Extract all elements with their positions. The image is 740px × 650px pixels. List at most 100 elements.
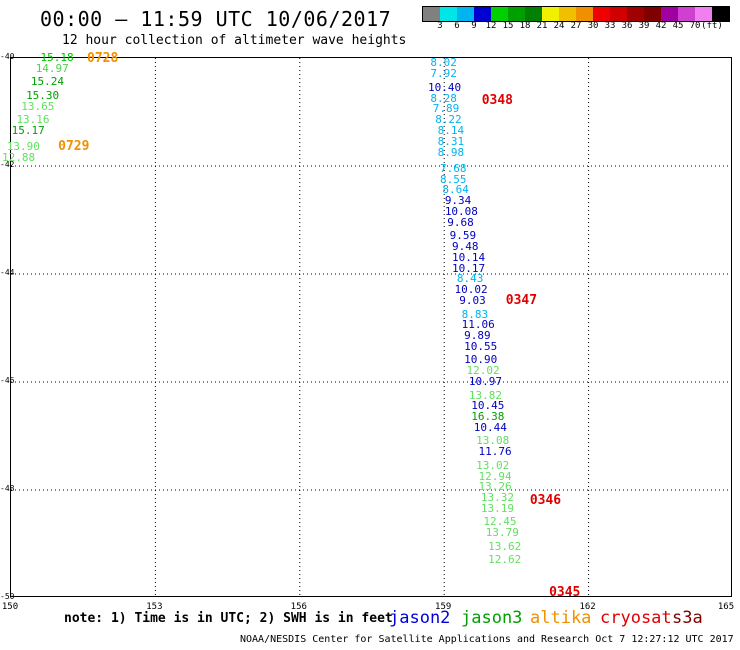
wave-height-value: 11.06: [461, 318, 495, 332]
latitude-tick-label: -44: [0, 268, 15, 277]
wave-height-value: 8.98: [437, 145, 465, 159]
color-swatch: [644, 7, 661, 21]
wave-height-value: 13.16: [16, 113, 50, 127]
wave-height-value: 12.45: [483, 515, 517, 529]
color-scale-label: 70: [689, 21, 701, 31]
wave-height-value: 13.19: [480, 501, 515, 515]
latitude-tick-label: -46: [0, 376, 15, 385]
longitude-tick-label: 165: [717, 602, 735, 612]
color-scale-label: 3: [437, 21, 443, 31]
wave-height-value: 10.90: [464, 353, 498, 367]
color-scale-bar: [422, 6, 730, 22]
wave-height-value: 7.92: [430, 67, 457, 81]
track-time-label: 0348: [481, 93, 514, 109]
longitude-tick-label: 153: [146, 602, 163, 612]
wave-height-value: 8.55: [440, 172, 467, 186]
color-swatch: [508, 7, 525, 21]
page-subtitle: 12 hour collection of altimeter wave hei…: [62, 33, 407, 48]
wave-height-value: 15.24: [30, 75, 64, 89]
color-scale-label: 33: [604, 21, 616, 31]
track-time-label: 0345: [549, 584, 581, 600]
wave-height-value: 10.17: [452, 261, 486, 275]
latitude-tick-label: -48: [0, 484, 15, 493]
map-plot-area: [10, 57, 733, 598]
latitude-tick-label: -40: [0, 52, 15, 61]
wave-height-value: 10.02: [454, 283, 488, 297]
wave-height-value: 12.94: [478, 469, 512, 483]
wave-height-value: 10.08: [444, 204, 478, 218]
track-time-label: 0347: [505, 293, 538, 308]
color-swatch: [542, 7, 559, 21]
color-swatch: [491, 7, 508, 21]
color-swatch: [695, 7, 712, 21]
color-swatch: [423, 7, 440, 21]
wave-height-value: 10.55: [464, 339, 498, 353]
color-scale-label: 42: [655, 21, 667, 31]
wave-height-value: 10.97: [468, 375, 503, 388]
legend-entry-jason2: jason2: [389, 608, 451, 628]
color-swatch: [661, 7, 678, 21]
wave-height-value: 14.97: [35, 61, 69, 75]
wave-height-value: 8.83: [461, 307, 489, 321]
color-swatch: [610, 7, 627, 21]
color-scale-label: 9: [471, 21, 477, 31]
wave-height-value: 12.02: [466, 364, 500, 378]
color-scale-label: 18: [519, 21, 531, 31]
wave-height-value: 8.64: [442, 183, 469, 197]
longitude-tick-label: 159: [435, 602, 452, 612]
color-scale-label: 21: [536, 21, 548, 31]
color-scale-label: 39: [638, 21, 650, 31]
wave-height-value: 13.62: [488, 539, 522, 553]
color-swatch: [576, 7, 593, 21]
wave-height-value: 13.65: [21, 99, 55, 113]
latitude-tick-label: -50: [0, 592, 15, 601]
color-swatch: [593, 7, 610, 21]
wave-height-value: 11.76: [478, 445, 512, 459]
legend-entry-s3a: s3a: [672, 608, 703, 628]
wave-height-value: 12.62: [488, 553, 522, 567]
wave-height-value: 7.68: [440, 161, 467, 175]
wave-height-value: 10.14: [452, 250, 486, 264]
color-scale-label: 15: [502, 21, 514, 31]
track-time-label: 0729: [58, 139, 90, 155]
wave-height-value: 15.18: [40, 51, 74, 64]
wave-height-value: 13.82: [468, 388, 503, 402]
wave-height-value: 9.48: [452, 240, 479, 253]
wave-height-value: 8.28: [430, 91, 457, 105]
wave-height-value: 8.02: [430, 56, 457, 70]
wave-height-value: 10.40: [427, 80, 462, 94]
legend-entry-jason3: jason3: [461, 608, 523, 628]
track-time-label: 0728: [87, 51, 119, 67]
color-swatch: [712, 7, 729, 21]
legend-entry-altika: altika: [530, 608, 592, 628]
wave-height-value: 16.38: [471, 410, 505, 424]
track-time-label: 0346: [529, 492, 562, 508]
wave-height-value: 8.31: [437, 134, 465, 148]
wave-height-value: 13.08: [476, 434, 510, 448]
color-scale-label: 30: [587, 21, 599, 31]
wave-height-value: 9.03: [459, 294, 486, 307]
wave-height-value: 8.43: [456, 272, 484, 286]
legend-entry-cryosat: cryosat: [600, 608, 672, 628]
color-scale-label: 24: [553, 21, 565, 31]
wave-height-value: 8.22: [435, 113, 462, 127]
color-scale-label: 36: [621, 21, 633, 31]
map-grid-svg: [11, 58, 733, 598]
color-scale-label: 12: [485, 21, 497, 31]
color-swatch: [474, 7, 491, 21]
page-title: 00:00 — 11:59 UTC 10/06/2017: [40, 7, 392, 31]
longitude-tick-label: 150: [1, 602, 19, 612]
wave-height-value: 12.88: [2, 150, 36, 164]
color-swatch: [627, 7, 644, 21]
latitude-tick-label: -42: [0, 160, 15, 169]
credit-line: NOAA/NESDIS Center for Satellite Applica…: [240, 634, 734, 645]
footer-note: note: 1) Time is in UTC; 2) SWH is in fe…: [64, 611, 393, 626]
wave-height-value: 10.45: [471, 399, 505, 413]
longitude-tick-label: 162: [579, 602, 596, 612]
wave-height-value: 15.30: [26, 88, 60, 102]
wave-height-value: 13.32: [480, 491, 515, 505]
wave-height-value: 7.89: [432, 102, 460, 116]
color-scale-label: 45: [672, 21, 684, 31]
wave-height-value: 9.34: [444, 194, 472, 208]
color-scale-label: (ft): [701, 21, 723, 31]
